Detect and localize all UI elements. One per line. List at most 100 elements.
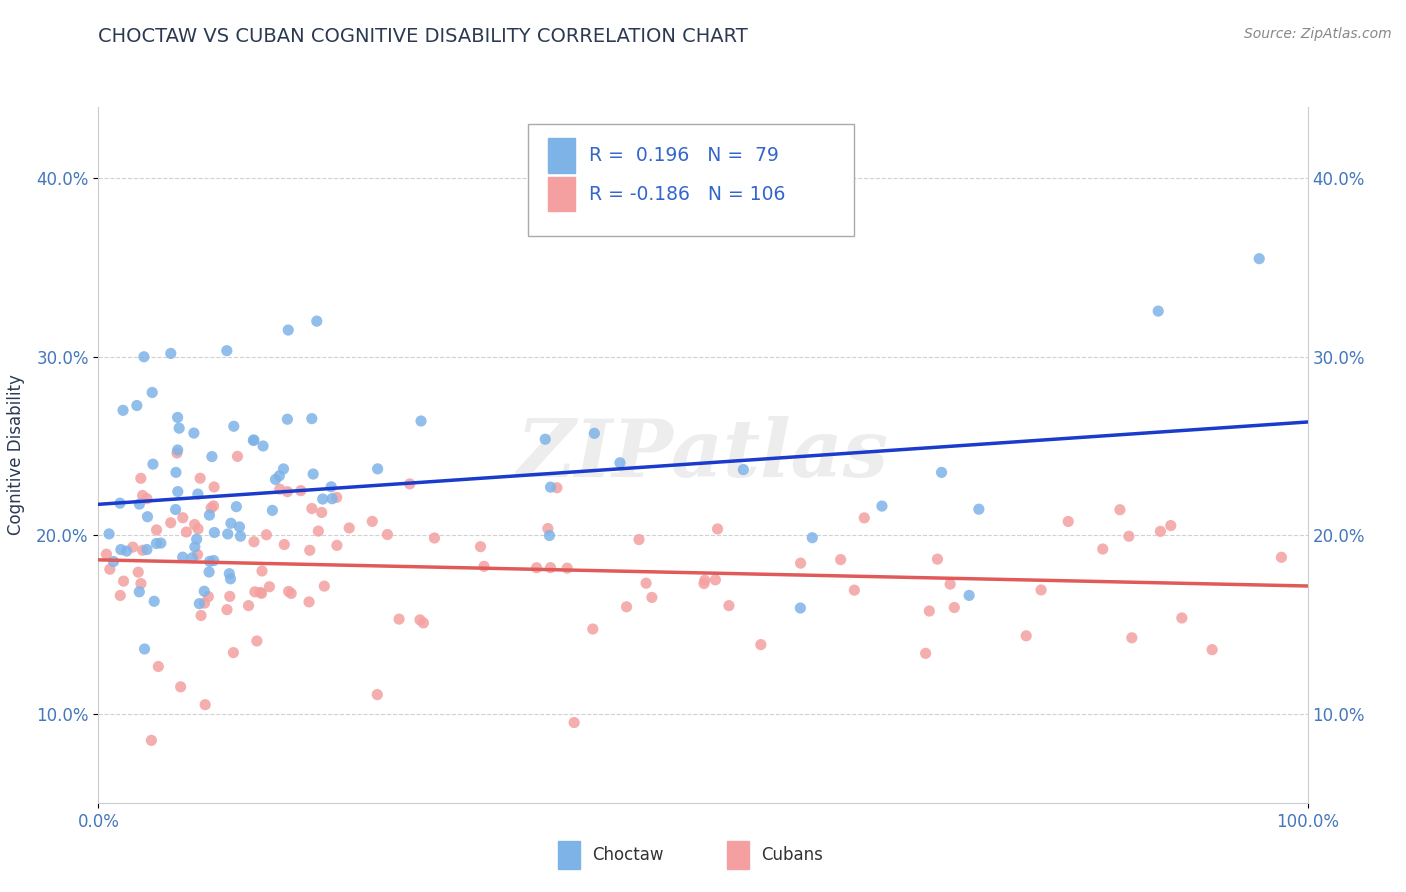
Point xyxy=(176,524,198,539)
Point xyxy=(693,576,716,591)
Point xyxy=(562,715,585,730)
Point xyxy=(717,599,740,613)
Point xyxy=(242,434,264,448)
Point xyxy=(202,480,225,494)
Text: R =  0.196   N =  79: R = 0.196 N = 79 xyxy=(589,146,779,165)
Point xyxy=(546,481,568,495)
Point xyxy=(472,559,495,574)
Point xyxy=(276,412,298,426)
Text: Cubans: Cubans xyxy=(761,846,823,864)
Point xyxy=(136,509,159,524)
Point xyxy=(246,634,269,648)
Point xyxy=(1057,515,1080,529)
Point xyxy=(166,484,188,499)
Text: CHOCTAW VS CUBAN COGNITIVE DISABILITY CORRELATION CHART: CHOCTAW VS CUBAN COGNITIVE DISABILITY CO… xyxy=(98,27,748,45)
Point xyxy=(103,555,125,569)
Point xyxy=(277,584,299,599)
Point xyxy=(555,561,578,575)
Point xyxy=(277,323,299,337)
Point xyxy=(252,439,274,453)
Bar xyxy=(727,841,749,869)
Point xyxy=(269,468,291,483)
Text: R = -0.186   N = 106: R = -0.186 N = 106 xyxy=(589,185,786,203)
Point xyxy=(254,528,277,542)
Point xyxy=(222,419,245,434)
Point xyxy=(165,502,187,516)
Point xyxy=(377,527,399,541)
Point xyxy=(1109,502,1132,516)
Bar xyxy=(548,177,575,211)
Point xyxy=(367,462,389,476)
Point xyxy=(733,462,755,476)
Point xyxy=(141,733,163,747)
Point xyxy=(470,540,492,554)
Bar xyxy=(548,138,575,173)
Point xyxy=(200,501,222,516)
Point xyxy=(135,491,157,506)
Text: ZIPatlas: ZIPatlas xyxy=(517,417,889,493)
Y-axis label: Cognitive Disability: Cognitive Disability xyxy=(7,375,25,535)
Point xyxy=(184,540,207,554)
Point xyxy=(412,615,434,630)
Point xyxy=(193,584,215,599)
Point xyxy=(215,602,238,616)
Point xyxy=(159,346,181,360)
Point xyxy=(218,590,240,604)
Point xyxy=(115,544,138,558)
Point xyxy=(830,552,852,566)
Point xyxy=(789,556,811,570)
Point xyxy=(636,576,658,591)
Point xyxy=(112,574,135,588)
Point xyxy=(148,659,170,673)
Point xyxy=(388,612,411,626)
Point xyxy=(749,638,772,652)
FancyBboxPatch shape xyxy=(527,124,855,235)
Point xyxy=(641,591,664,605)
Point xyxy=(1249,252,1271,266)
Point xyxy=(290,483,312,498)
Point xyxy=(201,450,224,464)
Point xyxy=(1118,529,1140,543)
Point xyxy=(616,599,638,614)
Point xyxy=(321,491,343,506)
Point xyxy=(128,497,150,511)
Point xyxy=(169,680,191,694)
Point xyxy=(844,583,866,598)
Point xyxy=(167,421,190,435)
Point xyxy=(931,466,953,480)
Point xyxy=(198,508,221,522)
Point xyxy=(194,698,217,712)
Point xyxy=(165,466,187,480)
Point xyxy=(166,410,188,425)
Point xyxy=(187,487,209,501)
Point xyxy=(134,642,156,657)
Point xyxy=(706,522,728,536)
Point xyxy=(366,688,388,702)
Point xyxy=(789,601,811,615)
Point xyxy=(361,515,384,529)
Point xyxy=(269,482,291,496)
Point xyxy=(202,553,225,567)
Point xyxy=(128,584,150,599)
Point xyxy=(198,554,221,568)
Point xyxy=(225,500,247,514)
Point xyxy=(409,414,432,428)
Point xyxy=(249,585,271,599)
Point xyxy=(250,564,273,578)
Point xyxy=(582,622,605,636)
Point xyxy=(217,527,239,541)
Point xyxy=(222,646,245,660)
Bar xyxy=(558,841,579,869)
Point xyxy=(853,511,876,525)
Point xyxy=(228,520,250,534)
Point xyxy=(259,580,281,594)
Point xyxy=(136,542,159,557)
Point xyxy=(943,600,966,615)
Point xyxy=(238,599,260,613)
Point xyxy=(273,462,295,476)
Point xyxy=(186,533,208,547)
Point xyxy=(537,522,560,536)
Point xyxy=(186,548,208,562)
Point xyxy=(1149,524,1171,539)
Point xyxy=(704,573,727,587)
